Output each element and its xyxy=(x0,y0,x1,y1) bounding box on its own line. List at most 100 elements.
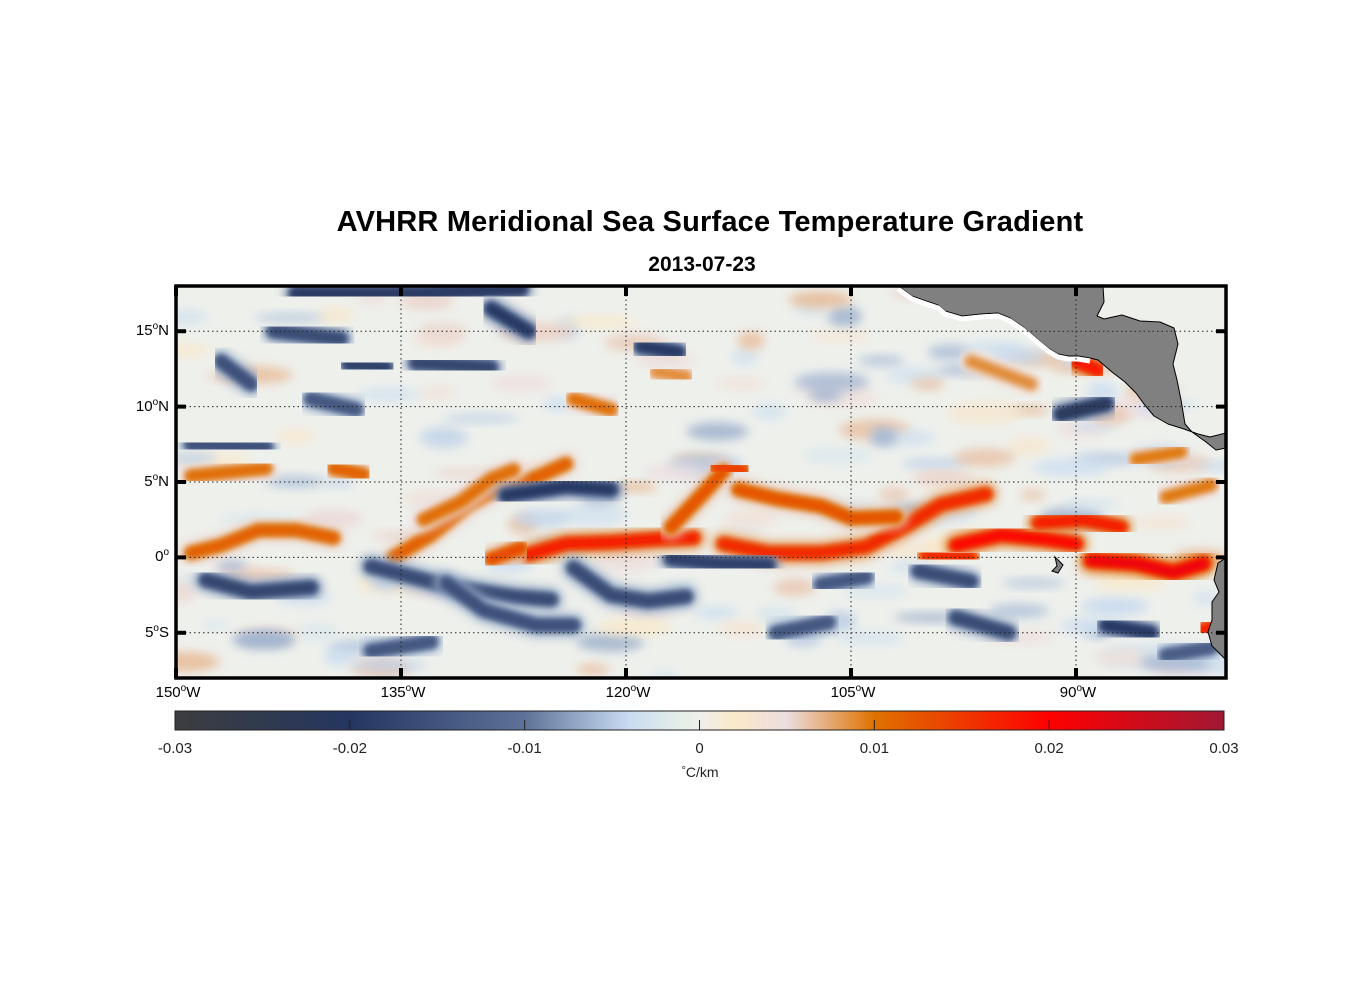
colorbar-ticks xyxy=(349,720,1050,730)
tick-degrees: 10 xyxy=(135,397,153,415)
land-central-america xyxy=(897,286,1226,451)
texture-blob xyxy=(878,486,910,503)
cold-front xyxy=(629,334,691,365)
texture-blob xyxy=(651,669,679,678)
texture-blob xyxy=(953,448,1016,467)
colorbar-tick-label: -0.01 xyxy=(507,740,542,757)
texture-blob xyxy=(1019,489,1046,501)
warm-front xyxy=(1026,507,1133,540)
tick-degrees: 120 xyxy=(605,684,631,701)
texture-blob xyxy=(513,509,570,528)
texture-blob xyxy=(264,475,325,488)
texture-blob xyxy=(200,620,230,629)
tick-degrees: 5 xyxy=(145,623,154,641)
texture-blob xyxy=(718,620,765,637)
unit-degree-symbol: ° xyxy=(681,765,686,777)
cold-front xyxy=(809,565,878,597)
texture-blob xyxy=(773,578,816,597)
warm-front xyxy=(959,349,1043,396)
texture-blob xyxy=(613,482,658,492)
texture-blob xyxy=(910,377,945,390)
tick-degrees: 105 xyxy=(830,684,856,701)
tick-hemisphere: N xyxy=(158,397,169,415)
tick-hemisphere: W xyxy=(636,684,651,701)
warm-front xyxy=(1064,349,1111,383)
colorbar xyxy=(174,710,1225,731)
texture-blob xyxy=(788,291,852,308)
cold-front xyxy=(209,349,263,396)
texture-blob xyxy=(946,402,1023,425)
cold-front xyxy=(479,296,541,344)
cold-front xyxy=(906,559,983,594)
colorbar-tick-label: 0.03 xyxy=(1209,740,1239,757)
texture-blob xyxy=(737,331,765,350)
texture-blob xyxy=(298,623,338,641)
degree-symbol: o xyxy=(152,396,159,408)
axis-ticks xyxy=(174,286,1226,678)
texture-blob xyxy=(857,355,905,367)
warm-front xyxy=(659,459,736,540)
texture-blob xyxy=(722,509,778,530)
tick-degrees: 0 xyxy=(155,548,164,566)
cold-front xyxy=(1154,635,1223,668)
x-tick-label: 150oW xyxy=(138,683,218,701)
texture-blob xyxy=(593,552,659,573)
texture-blob xyxy=(989,347,1046,365)
degree-symbol: o xyxy=(152,321,159,333)
colorbar-tick-label: -0.02 xyxy=(332,740,367,757)
texture-blob xyxy=(1002,578,1066,588)
warm-front xyxy=(704,454,755,482)
texture-blob xyxy=(324,648,354,666)
texture-blob xyxy=(694,606,739,621)
unit-text: C/km xyxy=(685,764,719,780)
tick-hemisphere: W xyxy=(1082,684,1097,701)
texture-blob xyxy=(794,372,870,392)
degree-symbol: o xyxy=(152,472,159,483)
colorbar-tick-label: 0.02 xyxy=(1034,740,1064,757)
cold-front xyxy=(404,350,503,380)
warm-front xyxy=(1079,548,1216,585)
texture-blob xyxy=(318,306,354,324)
y-tick-label: 5oN xyxy=(109,472,169,490)
x-tick-label: 135oW xyxy=(363,683,443,701)
cold-front xyxy=(336,352,398,380)
y-tick-label: 10oN xyxy=(109,397,169,415)
texture-blob xyxy=(348,660,428,671)
cold-front xyxy=(179,432,278,460)
texture-blob xyxy=(1081,597,1149,616)
tick-hemisphere: S xyxy=(158,623,169,641)
gradient-fronts xyxy=(179,286,1226,668)
texture-blob xyxy=(595,618,672,637)
texture-blob xyxy=(233,630,296,650)
texture-blob xyxy=(686,422,749,441)
texture-blob xyxy=(808,388,842,402)
cold-front xyxy=(764,610,841,645)
cold-front xyxy=(944,605,1021,645)
texture-blob xyxy=(576,664,610,676)
cold-front xyxy=(194,568,323,605)
texture-blob xyxy=(558,503,628,526)
warm-front xyxy=(1154,473,1223,510)
texture-blob xyxy=(358,387,420,402)
warm-front xyxy=(321,456,376,487)
y-tick-label: 15oN xyxy=(109,321,169,339)
degree-symbol: o xyxy=(163,547,169,559)
y-tick-label: 0o xyxy=(109,547,169,565)
degree-symbol: o xyxy=(405,683,412,694)
tick-hemisphere: N xyxy=(158,473,169,490)
warm-front xyxy=(944,522,1088,558)
texture-blob xyxy=(420,426,468,449)
x-tick-label: 90oW xyxy=(1038,683,1118,701)
texture-blob xyxy=(443,414,520,423)
cold-front xyxy=(359,554,563,612)
chart-subtitle: 2013-07-23 xyxy=(648,253,756,276)
cold-front xyxy=(284,286,533,306)
texture-blob xyxy=(1060,499,1121,510)
texture-blob xyxy=(643,464,704,480)
texture-blob xyxy=(715,377,768,390)
warm-front xyxy=(644,359,698,389)
texture-blob xyxy=(901,458,970,469)
texture-blob xyxy=(176,309,209,325)
degree-symbol: o xyxy=(855,683,862,694)
